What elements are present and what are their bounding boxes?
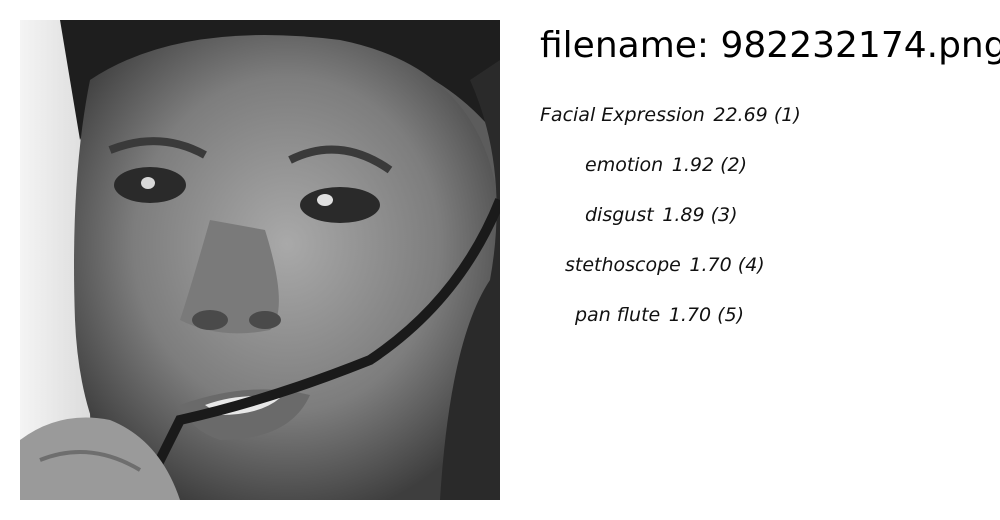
prediction-label: Facial Expression xyxy=(540,104,705,126)
prediction-item: emotion 1.92 (2) xyxy=(585,153,747,177)
prediction-score: 1.70 xyxy=(689,254,732,276)
face-photo-graphic xyxy=(20,20,500,500)
prediction-score: 22.69 xyxy=(713,104,768,126)
prediction-label: pan flute xyxy=(575,304,661,326)
prediction-label: emotion xyxy=(585,154,664,176)
prediction-rank: (4) xyxy=(737,254,765,276)
prediction-item: Facial Expression 22.69 (1) xyxy=(540,103,801,127)
prediction-rank: (3) xyxy=(710,204,738,226)
filename-title: filename: 982232174.png xyxy=(540,25,1000,66)
prediction-item: stethoscope 1.70 (4) xyxy=(565,253,765,277)
prediction-rank: (5) xyxy=(717,304,745,326)
prediction-score: 1.89 xyxy=(662,204,705,226)
prediction-score: 1.92 xyxy=(671,154,715,176)
prediction-item: pan flute 1.70 (5) xyxy=(575,303,744,327)
prediction-item: disgust 1.89 (3) xyxy=(585,203,738,227)
prediction-label: disgust xyxy=(585,204,654,226)
face-photo xyxy=(20,20,500,500)
prediction-rank: (1) xyxy=(773,104,801,126)
prediction-score: 1.70 xyxy=(668,304,712,326)
prediction-rank: (2) xyxy=(720,154,748,176)
prediction-label: stethoscope xyxy=(565,254,681,276)
